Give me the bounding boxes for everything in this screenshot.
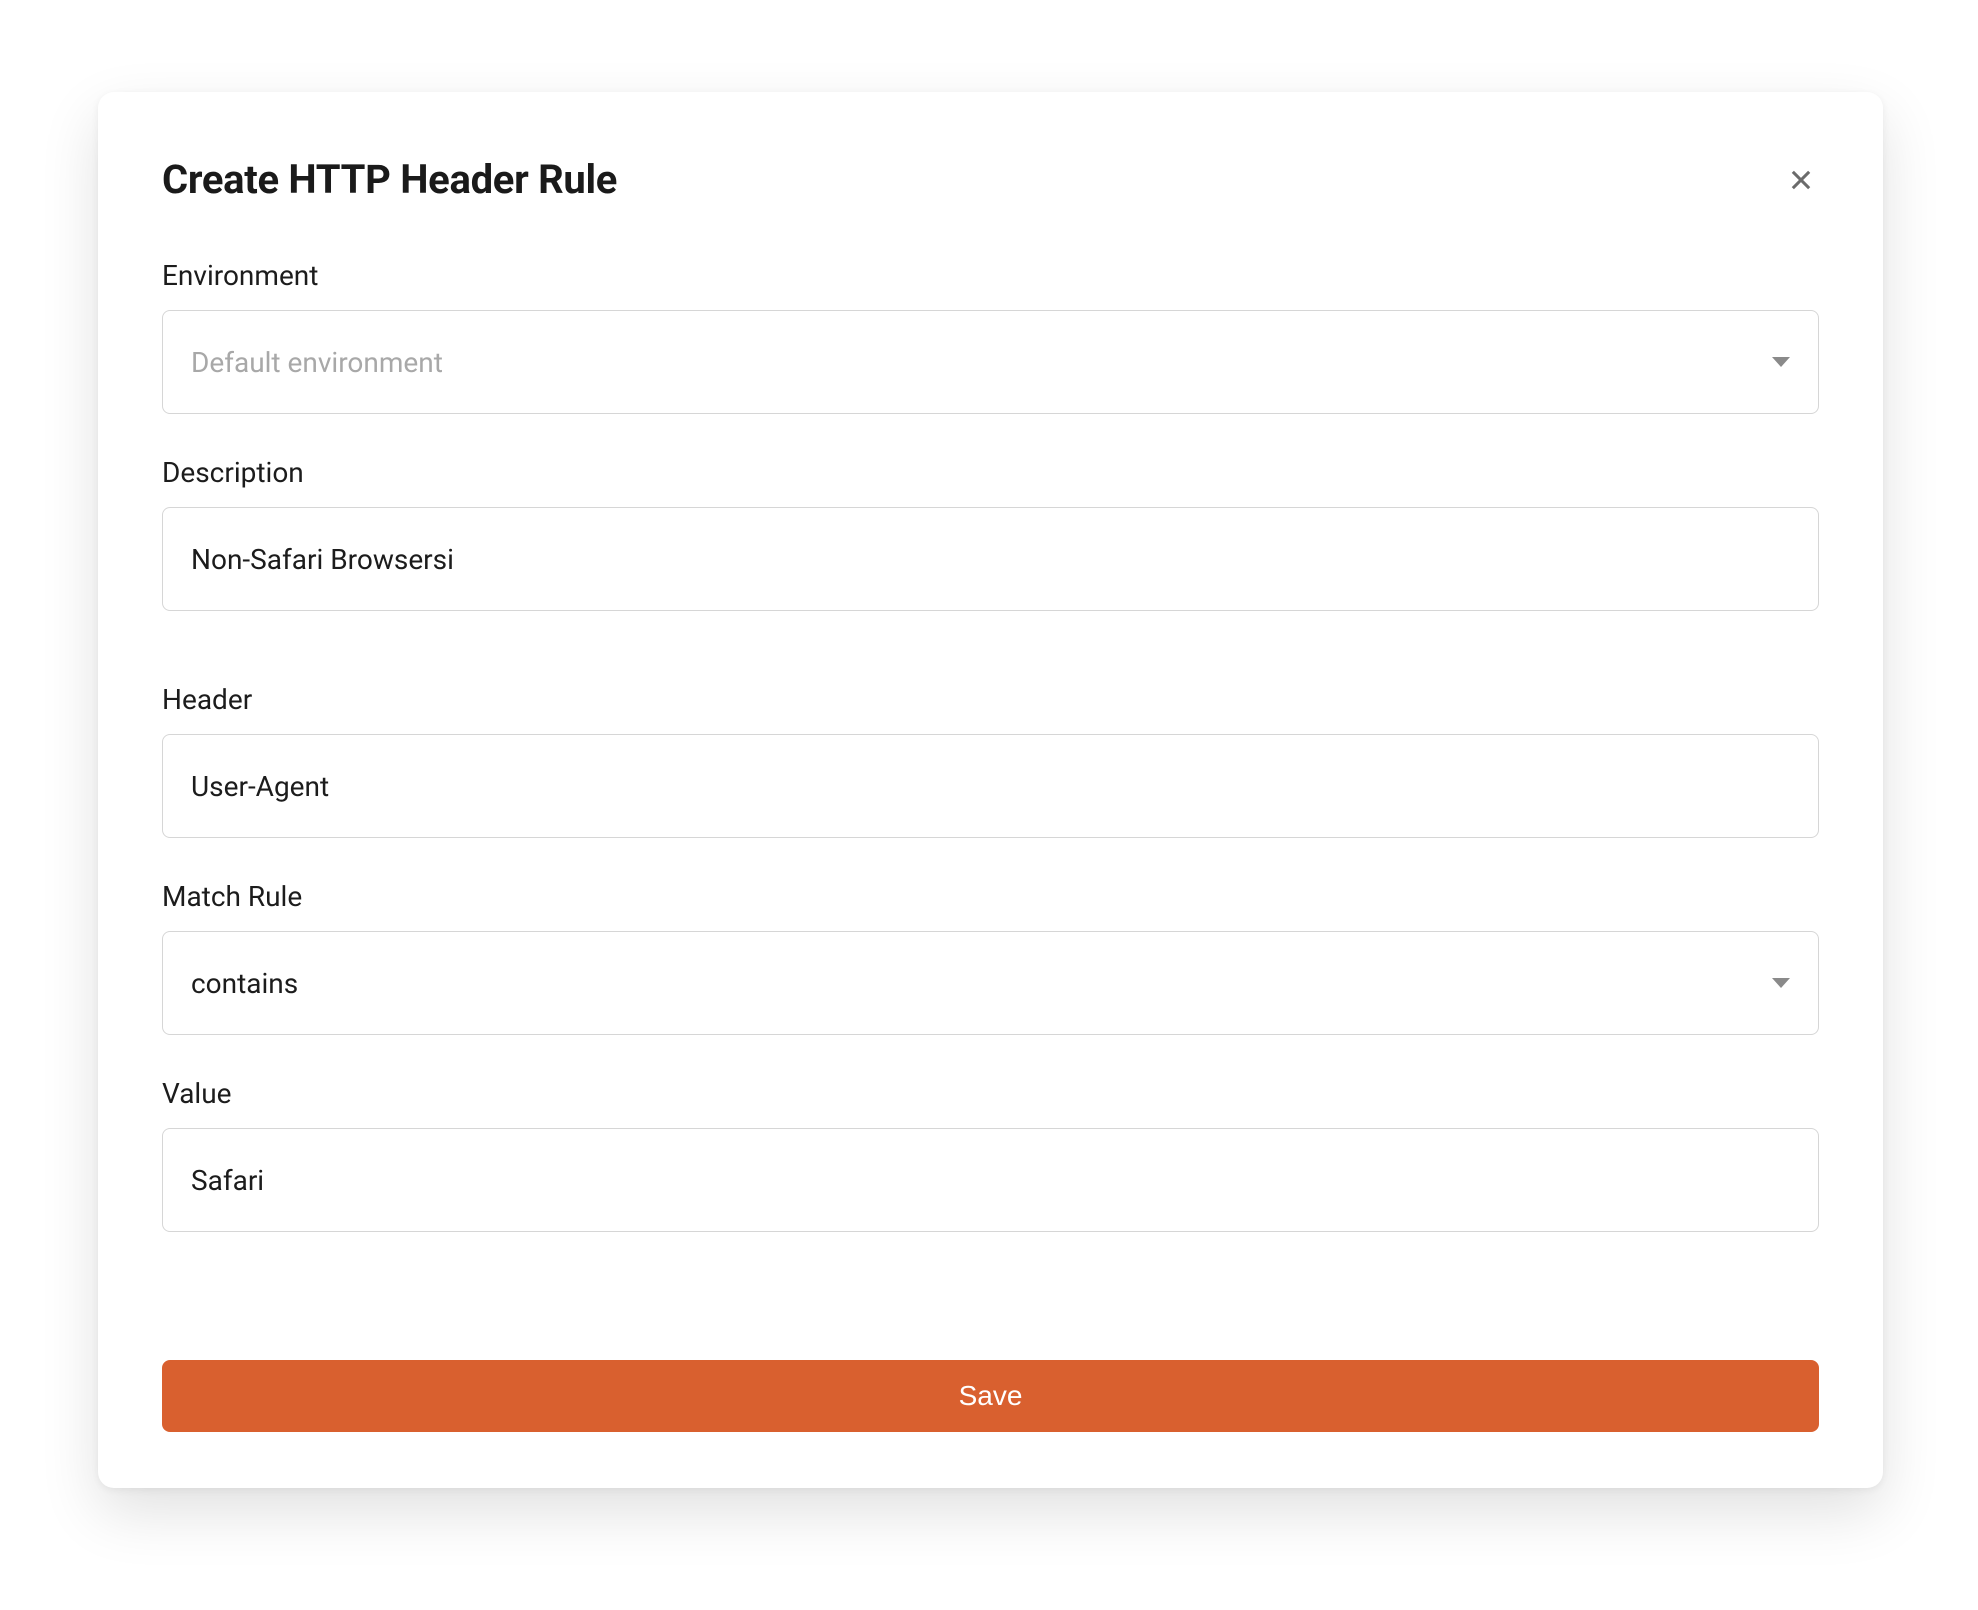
value-field-group: Value <box>162 1077 1819 1232</box>
description-input[interactable] <box>162 507 1819 611</box>
header-input[interactable] <box>162 734 1819 838</box>
save-button[interactable]: Save <box>162 1360 1819 1432</box>
header-label: Header <box>162 683 1819 716</box>
match-rule-label: Match Rule <box>162 880 1819 913</box>
modal-title: Create HTTP Header Rule <box>162 156 617 203</box>
description-field-group: Description <box>162 456 1819 611</box>
chevron-down-icon <box>1772 978 1790 988</box>
close-icon <box>1787 166 1815 194</box>
environment-label: Environment <box>162 259 1819 292</box>
environment-select[interactable]: Default environment <box>162 310 1819 414</box>
match-rule-value: contains <box>191 967 298 1000</box>
value-label: Value <box>162 1077 1819 1110</box>
chevron-down-icon <box>1772 357 1790 367</box>
modal-header: Create HTTP Header Rule <box>162 156 1819 203</box>
header-field-group: Header <box>162 683 1819 838</box>
environment-placeholder: Default environment <box>191 346 443 379</box>
match-rule-field-group: Match Rule contains <box>162 880 1819 1035</box>
create-http-header-rule-modal: Create HTTP Header Rule Environment Defa… <box>98 92 1883 1488</box>
match-rule-select[interactable]: contains <box>162 931 1819 1035</box>
description-label: Description <box>162 456 1819 489</box>
close-button[interactable] <box>1783 162 1819 198</box>
value-input[interactable] <box>162 1128 1819 1232</box>
environment-field-group: Environment Default environment <box>162 259 1819 414</box>
